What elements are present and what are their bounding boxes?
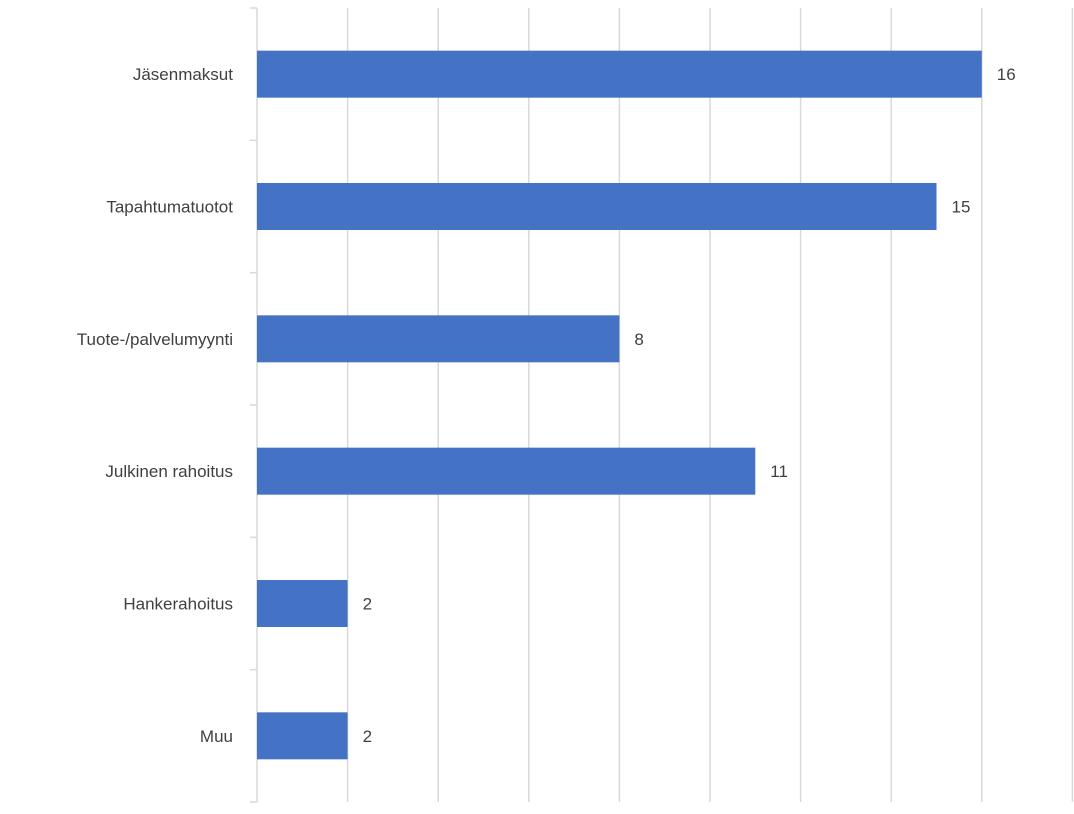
data-label: 15 — [952, 198, 971, 217]
data-label: 8 — [634, 330, 643, 349]
bar — [257, 50, 982, 98]
category-label: Julkinen rahoitus — [105, 462, 233, 481]
bar — [257, 183, 937, 230]
category-label: Hankerahoitus — [123, 595, 233, 614]
labels: Jäsenmaksut 16 Tapahtumatuotot 15 Tuote-/pal… — [77, 65, 1016, 746]
bar — [257, 712, 348, 760]
bar — [257, 580, 348, 627]
category-axis — [250, 7, 258, 803]
category-label: Muu — [200, 727, 233, 746]
data-label: 16 — [997, 65, 1016, 84]
bar — [257, 315, 620, 363]
data-label: 2 — [363, 727, 372, 746]
data-label: 11 — [770, 462, 788, 481]
bar — [257, 447, 756, 495]
category-label: Tuote-/palvelumyynti — [77, 330, 233, 349]
bars — [257, 50, 982, 760]
category-label: Tapahtumatuotot — [106, 198, 233, 217]
gridlines — [346, 8, 1074, 802]
category-label: Jäsenmaksut — [133, 65, 233, 84]
data-label: 2 — [363, 595, 372, 614]
